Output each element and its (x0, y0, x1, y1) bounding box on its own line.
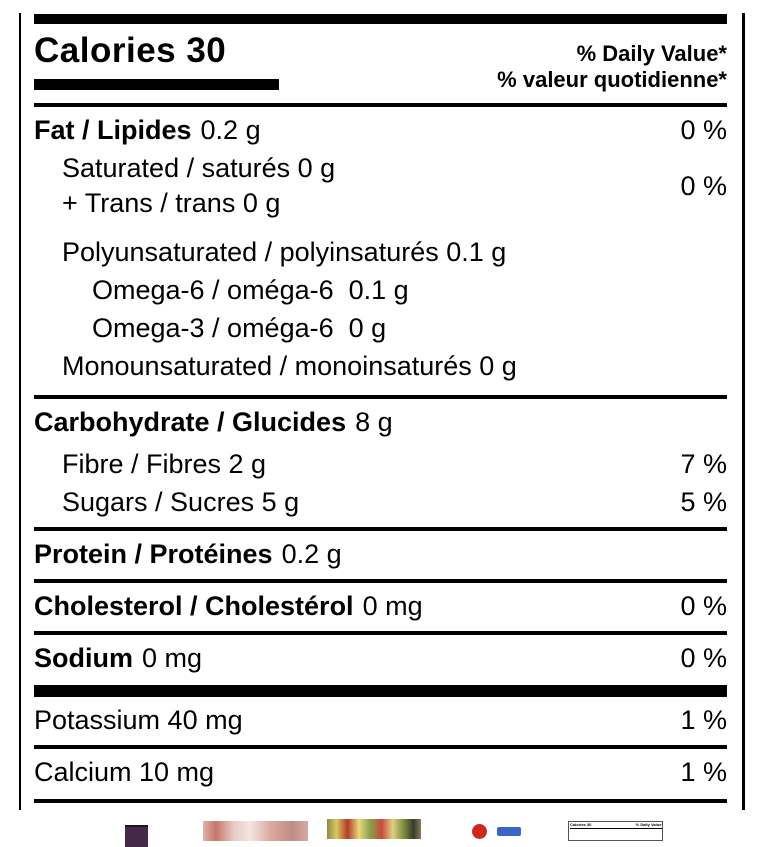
cholesterol-value: 0 mg (362, 591, 423, 621)
fat-name: Fat / Lipides (34, 115, 192, 145)
separator-rule (34, 395, 727, 399)
thumbnail-mini-nutrition-label[interactable]: Calories 30 % Daily Value* (568, 821, 663, 841)
thumbnail-purple-product[interactable] (125, 825, 148, 847)
protein-name: Protein / Protéines (34, 539, 273, 569)
fat-value: 0.2 g (200, 115, 261, 145)
calcium-text: Calcium 10 mg (34, 757, 215, 787)
potassium-text: Potassium 40 mg (34, 705, 243, 735)
sodium-row: Sodium 0 mg 0 % (34, 639, 727, 677)
separator-rule (34, 527, 727, 531)
calories-underline-bar (34, 79, 279, 90)
trans-line: + Trans / trans 0 g (62, 188, 281, 218)
sugars-text: Sugars / Sucres 5 g (62, 487, 300, 517)
thumbnail-pink-product[interactable] (203, 821, 308, 841)
blue-bar-logo-icon (497, 827, 521, 836)
sodium-dv: 0 % (680, 643, 727, 673)
mini-label-calories: Calories 30 (570, 822, 592, 828)
mini-label-dv: % Daily Value* (635, 822, 663, 828)
separator-rule (34, 103, 727, 107)
saturated-line: Saturated / saturés 0 g (62, 153, 336, 183)
fibre-dv: 7 % (680, 449, 727, 479)
calories-title: Calories 30 (34, 31, 227, 70)
saturated-trans-dv: 0 % (680, 170, 727, 201)
monounsaturated-row: Monounsaturated / monoinsaturés 0 g (62, 351, 517, 381)
calcium-row: Calcium 10 mg 1 % (34, 753, 727, 791)
fibre-text: Fibre / Fibres 2 g (62, 449, 267, 479)
sodium-value: 0 mg (142, 643, 203, 673)
separator-rule (34, 579, 727, 583)
thumbnail-fruits-image[interactable] (327, 819, 421, 839)
sugars-dv: 5 % (680, 487, 727, 517)
cholesterol-row: Cholesterol / Cholestérol 0 mg 0 % (34, 587, 727, 625)
potassium-dv: 1 % (680, 705, 727, 735)
separator-rule (34, 799, 727, 803)
carbohydrate-row: Carbohydrate / Glucides 8 g (34, 403, 727, 441)
fat-dv: 0 % (680, 115, 727, 145)
label-header: Calories 30 % Daily Value* % valeur quot… (34, 24, 727, 93)
carbohydrate-name: Carbohydrate / Glucides (34, 407, 347, 437)
red-circle-logo-icon (472, 824, 487, 839)
potassium-row: Potassium 40 mg 1 % (34, 701, 727, 739)
sodium-thick-bar (34, 685, 727, 697)
calcium-dv: 1 % (680, 757, 727, 787)
sugars-row: Sugars / Sucres 5 g 5 % (34, 483, 727, 521)
top-thick-bar (34, 14, 727, 24)
thumbnail-logos-image[interactable] (465, 824, 545, 840)
separator-rule (34, 745, 727, 749)
protein-row: Protein / Protéines 0.2 g (34, 535, 727, 573)
carbohydrate-value: 8 g (355, 407, 393, 437)
daily-value-fr: % valeur quotidienne* (497, 67, 727, 92)
daily-value-en: % Daily Value* (576, 41, 727, 66)
omega6-row: Omega-6 / oméga-6 0.1 g (92, 275, 409, 305)
saturated-trans-row: Saturated / saturés 0 g + Trans / trans … (34, 151, 727, 221)
separator-rule (34, 631, 727, 635)
nutrition-facts-label: Calories 30 % Daily Value* % valeur quot… (19, 13, 745, 810)
cholesterol-name: Cholesterol / Cholestérol (34, 591, 354, 621)
polyunsaturated-row: Polyunsaturated / polyinsaturés 0.1 g (62, 237, 507, 267)
cholesterol-dv: 0 % (680, 591, 727, 621)
fibre-row: Fibre / Fibres 2 g 7 % (34, 445, 727, 483)
protein-value: 0.2 g (281, 539, 342, 569)
fat-row: Fat / Lipides 0.2 g 0 % (34, 111, 727, 149)
sodium-name: Sodium (34, 643, 133, 673)
omega3-row: Omega-3 / oméga-6 0 g (92, 313, 387, 343)
